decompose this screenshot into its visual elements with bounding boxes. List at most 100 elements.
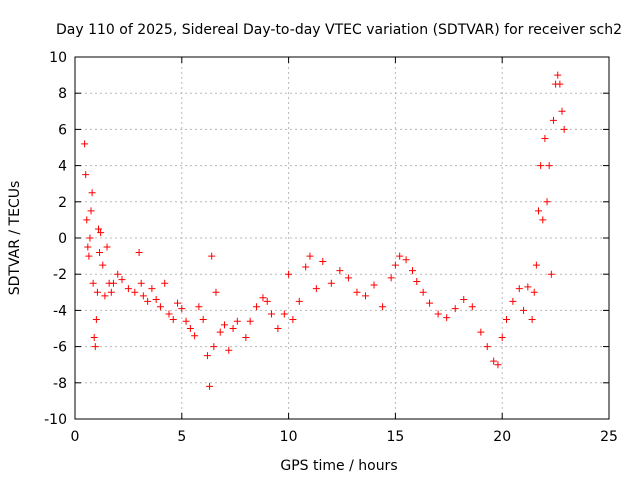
data-point	[285, 270, 293, 278]
data-point	[225, 346, 233, 354]
data-point	[90, 334, 98, 342]
data-point	[498, 334, 506, 342]
chart-title: Day 110 of 2025, Sidereal Day-to-day VTE…	[56, 22, 622, 38]
data-point	[509, 297, 517, 305]
y-tick-label: 8	[58, 86, 67, 102]
data-point	[280, 310, 288, 318]
data-point	[229, 325, 237, 332]
data-point	[558, 107, 566, 115]
data-point	[92, 315, 100, 323]
data-point	[87, 207, 95, 215]
data-point	[541, 134, 549, 142]
y-tick-label: 6	[58, 122, 67, 138]
y-tick-label: -4	[53, 303, 67, 319]
data-point	[263, 297, 271, 305]
data-point	[206, 382, 214, 390]
data-point	[186, 325, 194, 332]
data-point	[93, 288, 101, 296]
data-point	[139, 292, 147, 300]
data-point	[212, 288, 220, 296]
data-point	[178, 305, 186, 313]
y-tick-label: -2	[53, 267, 67, 283]
data-point	[124, 285, 132, 293]
data-point	[118, 276, 126, 284]
data-point	[535, 207, 543, 215]
data-point	[387, 274, 395, 282]
data-point	[530, 288, 538, 296]
data-point	[353, 288, 361, 296]
data-point	[477, 328, 485, 336]
data-point	[336, 267, 344, 275]
data-point	[82, 171, 90, 179]
data-point	[515, 285, 523, 293]
data-point	[289, 315, 297, 323]
data-point	[195, 303, 203, 311]
data-point	[103, 243, 111, 251]
data-point	[246, 317, 254, 325]
data-point	[233, 317, 241, 325]
axis-ticks: 0 5 10 15 20 25 -10 -8 -6 -4 -2 0 2 4 6 8 10	[44, 50, 618, 445]
data-point	[148, 285, 156, 293]
y-tick-label: 4	[58, 159, 67, 175]
data-point	[468, 303, 476, 311]
data-points	[81, 71, 568, 390]
x-tick-label: 0	[71, 429, 80, 445]
data-point	[524, 283, 532, 291]
data-point	[391, 261, 399, 269]
data-point	[556, 80, 564, 88]
y-tick-label: -6	[53, 340, 67, 356]
data-point	[152, 296, 160, 304]
data-point	[547, 270, 555, 278]
data-point	[86, 234, 94, 242]
y-tick-label: 10	[49, 50, 67, 66]
data-point	[426, 299, 434, 307]
data-point	[88, 189, 96, 197]
data-point	[543, 198, 551, 206]
data-point	[84, 243, 92, 251]
data-point	[169, 315, 177, 323]
data-point	[302, 263, 310, 271]
x-axis-label: GPS time / hours	[280, 458, 397, 474]
data-point	[312, 285, 320, 293]
data-point	[182, 317, 190, 325]
data-point	[539, 216, 547, 224]
data-point	[319, 258, 327, 266]
data-point	[203, 352, 211, 360]
data-point	[259, 294, 267, 302]
data-point	[408, 267, 416, 275]
data-point	[83, 216, 91, 224]
data-point	[554, 71, 562, 79]
data-point	[560, 125, 568, 133]
data-point	[109, 279, 117, 287]
data-point	[91, 343, 99, 351]
data-point	[460, 296, 468, 304]
data-point	[210, 343, 218, 351]
data-point	[413, 277, 421, 285]
data-point	[85, 252, 93, 260]
data-point	[94, 225, 102, 233]
y-tick-label: 2	[58, 195, 67, 211]
data-point	[97, 229, 105, 237]
data-point	[451, 305, 459, 313]
data-point	[434, 310, 442, 318]
data-point	[216, 328, 224, 336]
y-tick-label: 0	[58, 231, 67, 247]
data-point	[396, 252, 404, 260]
x-tick-label: 20	[493, 429, 511, 445]
data-point	[549, 116, 557, 124]
data-point	[528, 315, 536, 323]
x-tick-label: 25	[600, 429, 618, 445]
data-point	[96, 248, 104, 256]
data-point	[174, 299, 182, 307]
data-point	[537, 162, 545, 170]
data-point	[253, 303, 261, 311]
data-point	[242, 334, 250, 342]
data-point	[221, 321, 229, 329]
grid	[75, 57, 609, 419]
data-point	[156, 303, 164, 311]
data-point	[191, 332, 199, 340]
x-tick-label: 10	[280, 429, 298, 445]
x-tick-label: 5	[177, 429, 186, 445]
data-point	[520, 306, 528, 314]
